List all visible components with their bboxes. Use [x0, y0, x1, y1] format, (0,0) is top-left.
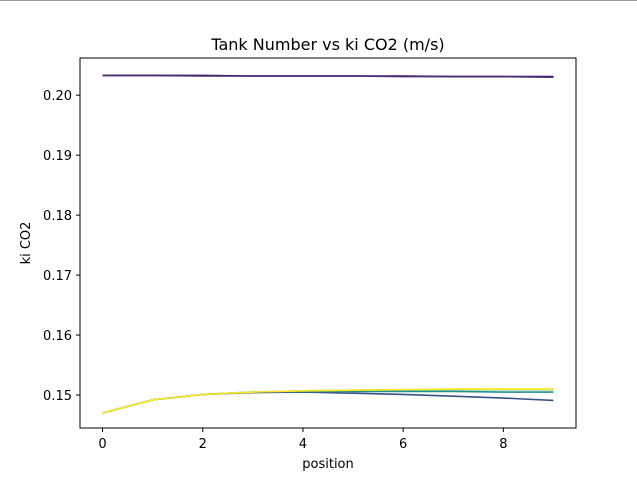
plot-area-frame: [79, 57, 577, 429]
x-axis: 0 2 4 6 8: [98, 428, 507, 452]
y-axis: 0.15 0.16 0.17 0.18 0.19 0.20: [43, 89, 80, 404]
x-tick-label: 8: [499, 437, 507, 452]
x-axis-label: position: [302, 457, 354, 472]
series-line-2: [102, 74, 554, 78]
series-line-3: [102, 391, 554, 414]
x-tick-label: 4: [299, 437, 307, 452]
y-tick-label: 0.16: [43, 329, 72, 344]
series-line-4: [102, 390, 554, 414]
series-layer: [102, 74, 554, 414]
x-tick-label: 0: [98, 437, 106, 452]
y-axis-label: ki CO2: [19, 222, 34, 265]
y-tick-label: 0.19: [43, 149, 72, 164]
series-line-6: [102, 388, 554, 414]
y-tick-label: 0.17: [43, 269, 72, 284]
chart-title: Tank Number vs ki CO2 (m/s): [210, 35, 444, 54]
y-tick-label: 0.20: [43, 89, 72, 104]
window-top-border: [0, 0, 637, 1]
y-tick-label: 0.15: [43, 389, 72, 404]
x-tick-label: 2: [199, 437, 207, 452]
x-tick-label: 6: [399, 437, 407, 452]
y-tick-label: 0.18: [43, 209, 72, 224]
